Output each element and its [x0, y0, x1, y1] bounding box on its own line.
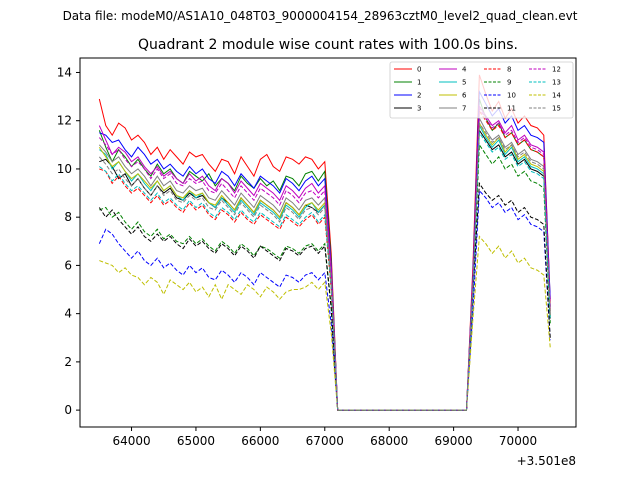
x-tick-label: 69000 [435, 434, 473, 448]
x-tick-label: 66000 [241, 434, 279, 448]
legend-label-2: 2 [417, 92, 421, 100]
x-tick-label: 65000 [177, 434, 215, 448]
legend-label-11: 11 [507, 105, 516, 113]
x-tick-label: 64000 [112, 434, 150, 448]
y-tick-label: 12 [57, 114, 72, 128]
legend-label-0: 0 [417, 66, 421, 74]
legend-label-3: 3 [417, 105, 421, 113]
series-line-4 [98, 104, 551, 411]
series-line-10 [98, 189, 551, 411]
series-line-1 [98, 98, 551, 411]
legend-label-6: 6 [462, 92, 467, 100]
axes-layer: 64000 65000 66000 67000 68000 69000 70000 0 2 4 6 8… [57, 57, 577, 468]
series-line-9 [99, 143, 551, 411]
x-offset-label: +3.501e8 [517, 454, 576, 468]
legend-label-4: 4 [462, 66, 467, 74]
y-tick-label: 0 [64, 403, 72, 417]
x-tick-label: 70000 [499, 434, 537, 448]
legend-label-7: 7 [462, 105, 466, 113]
legend-label-8: 8 [507, 66, 511, 74]
legend-label-12: 12 [552, 66, 561, 74]
legend-label-9: 9 [507, 79, 511, 87]
y-tick-label: 2 [64, 355, 72, 369]
chart-title: Quadrant 2 module wise count rates with … [138, 37, 518, 53]
legend-label-5: 5 [462, 79, 466, 87]
x-tick-label: 68000 [370, 434, 408, 448]
legend-label-1: 1 [417, 79, 421, 87]
y-tick-label: 10 [57, 162, 72, 176]
series-line-11 [98, 181, 551, 411]
legend-label-13: 13 [552, 79, 561, 87]
series-line-14 [99, 235, 551, 411]
y-tick-label: 14 [57, 65, 72, 79]
legend-label-14: 14 [552, 92, 561, 100]
plot-frame [79, 57, 577, 428]
series-line-8 [99, 109, 551, 411]
series-line-15 [98, 121, 551, 411]
y-tick-label: 4 [64, 307, 72, 321]
series-layer [98, 74, 551, 411]
y-tick-label: 6 [64, 258, 72, 272]
figure-suptitle: Data file: modeM0/AS1A10_048T03_90000041… [63, 9, 578, 23]
y-tick-label: 8 [64, 210, 72, 224]
legend-label-15: 15 [552, 105, 561, 113]
legend-box [389, 61, 574, 119]
legend-label-10: 10 [507, 92, 516, 100]
x-tick-label: 67000 [306, 434, 344, 448]
